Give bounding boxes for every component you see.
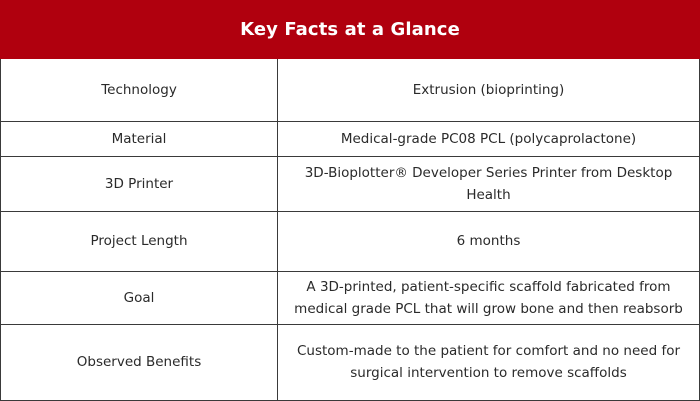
table-row-material: Material Medical-grade PC08 PCL (polycap… — [0, 120, 700, 157]
row-value: A 3D-printed, patient-specific scaffold … — [277, 270, 700, 325]
row-label: Observed Benefits — [0, 323, 278, 401]
table-row-project-length: Project Length 6 months — [0, 210, 700, 272]
row-label: Material — [0, 120, 278, 157]
row-label: Technology — [0, 59, 278, 122]
row-value: 3D-Bioplotter® Developer Series Printer … — [277, 155, 700, 212]
row-label: Project Length — [0, 210, 278, 272]
row-value: Medical-grade PC08 PCL (polycaprolactone… — [277, 120, 700, 157]
row-value: 6 months — [277, 210, 700, 272]
table-title: Key Facts at a Glance — [240, 19, 460, 40]
table-row-observed-benefits: Observed Benefits Custom-made to the pat… — [0, 323, 700, 401]
table-row-3d-printer: 3D Printer 3D-Bioplotter® Developer Seri… — [0, 155, 700, 212]
row-value: Extrusion (bioprinting) — [277, 59, 700, 122]
table-row-technology: Technology Extrusion (bioprinting) — [0, 59, 700, 122]
row-label: Goal — [0, 270, 278, 325]
table-header: Key Facts at a Glance — [0, 0, 700, 59]
row-label: 3D Printer — [0, 155, 278, 212]
table-row-goal: Goal A 3D-printed, patient-specific scaf… — [0, 270, 700, 325]
row-value: Custom-made to the patient for comfort a… — [277, 323, 700, 401]
key-facts-table: Technology Extrusion (bioprinting) Mater… — [0, 59, 700, 401]
